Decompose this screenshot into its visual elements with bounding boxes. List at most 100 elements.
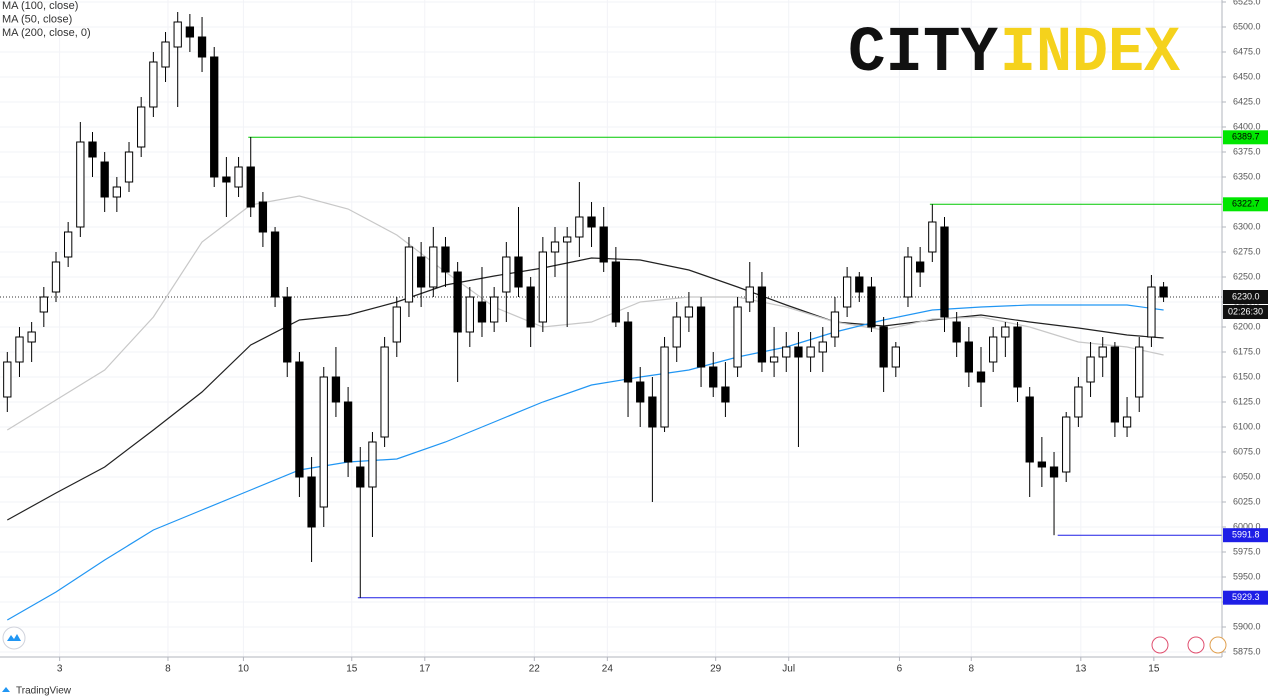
y-tick-label: 5975.0 [1233,546,1261,556]
candle-body [27,331,36,343]
ma-line [7,257,1164,521]
candle-body [599,226,608,263]
candle-body [453,271,462,333]
level-label: 5929.3 [1232,592,1260,602]
y-tick-label: 6350.0 [1233,171,1261,181]
y-tick-label: 6300.0 [1233,221,1261,231]
candle-body [1001,326,1010,338]
candle-body [940,226,949,318]
candle-body [270,231,280,298]
level-tag [1223,130,1268,145]
candle-body [672,316,681,348]
candle-body [1037,461,1047,468]
y-tick-label: 6500.0 [1233,21,1261,31]
candle-body [368,441,377,488]
level-label: 5991.8 [1232,530,1260,540]
ma-line [6,195,1164,431]
candle-body [757,286,767,363]
event-icon[interactable] [1151,636,1169,654]
candle-body [39,296,48,313]
candle-body [769,356,779,363]
candle-body [684,306,694,318]
event-icon[interactable] [1209,636,1227,654]
candle-body [416,256,426,288]
candle-body [246,166,255,208]
countdown-tag [1223,305,1268,319]
candle-body [465,296,474,333]
y-tick-label: 6025.0 [1233,496,1261,506]
candle-body [1147,286,1156,338]
candle-body [575,216,584,238]
candle-body [197,36,207,58]
candle-body [15,336,24,363]
last-price-tag [1223,290,1268,304]
candle-body [1086,356,1095,383]
candle-body [100,161,109,198]
candle-body [1025,396,1034,463]
x-tick-label: 8 [165,664,171,675]
level-tag [1223,528,1268,543]
event-icon[interactable] [1187,636,1205,654]
level-label: 6322.7 [1232,199,1260,209]
legend: MA (100, close)MA (50, close) MA (200, cl… [2,0,91,39]
candle-body [490,296,499,323]
candle-body [696,306,706,368]
y-tick-label: 6050.0 [1233,471,1261,481]
candle-body [88,141,97,158]
candle-body [76,141,85,228]
candle-body [222,176,231,183]
candle-body [563,236,572,243]
y-tick-label: 5900.0 [1233,621,1261,631]
x-tick-label: 10 [238,664,250,675]
candle-body [234,166,243,188]
candle-body [112,186,121,198]
candle-body [891,346,900,368]
x-tick-label: 3 [57,664,63,675]
candle-body [149,61,158,108]
level-tag [1223,197,1268,212]
candles [3,12,1168,598]
x-tick-label: 29 [710,664,722,675]
candle-body [587,216,596,228]
level-tag [1223,590,1268,605]
candle-body [1098,346,1107,358]
candle-body [343,401,353,463]
candle-body [648,396,657,428]
y-tick-label: 6125.0 [1233,396,1261,406]
candle-body [794,346,803,358]
y-tick-label: 6175.0 [1233,346,1261,356]
y-tick-label: 6375.0 [1233,146,1261,156]
x-tick-label: 13 [1075,664,1087,675]
candle-body [404,246,414,303]
tv-button[interactable] [2,626,26,650]
footer-icon [2,687,10,692]
candle-body [1135,346,1144,398]
y-tick-label: 6400.0 [1233,121,1261,131]
candle-body [867,286,876,328]
candle-body [733,306,742,368]
candle-body [185,26,195,38]
y-tick-label: 6000.0 [1233,521,1261,531]
axes: 5875.05900.05925.05950.05975.06000.06025… [57,0,1268,675]
candle-body [51,261,61,293]
candle-body [855,276,864,293]
candle-body [842,276,852,308]
x-tick-label: 6 [897,664,903,675]
candle-body [356,466,365,488]
candle-body [976,371,986,383]
candle-body [636,381,645,403]
candle-body [806,346,815,358]
candle-body [879,326,888,368]
level-label: 6389.7 [1232,132,1260,142]
candle-body [283,296,292,363]
y-tick-label: 6200.0 [1233,321,1261,331]
countdown-label: 02:26:30 [1228,306,1263,316]
x-tick-label: 8 [968,664,974,675]
candle-body [538,251,547,323]
candle-body [429,246,438,288]
y-tick-label: 6275.0 [1233,246,1261,256]
candle-body [124,151,134,183]
logo-index: INDEX [1000,18,1181,90]
y-tick-label: 6100.0 [1233,421,1261,431]
